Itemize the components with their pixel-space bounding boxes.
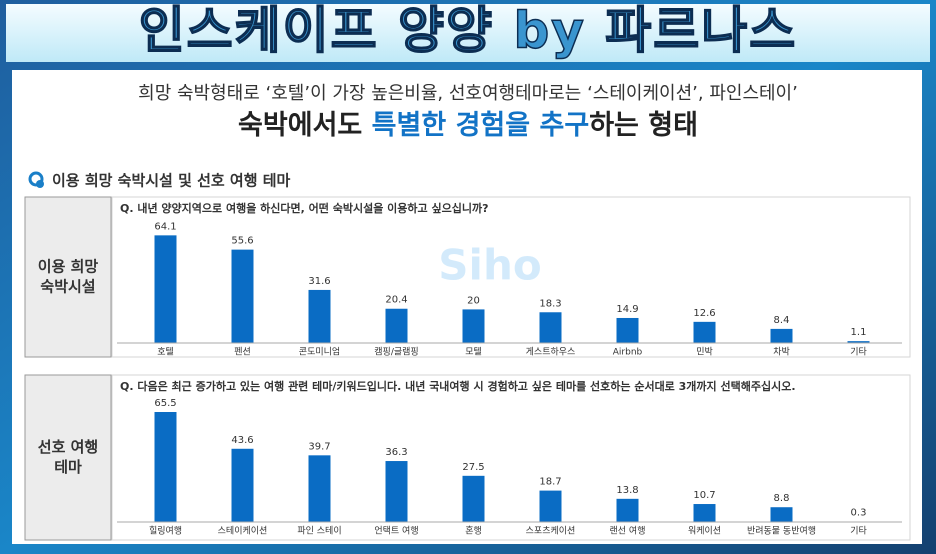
x-tick-label: 호텔 xyxy=(157,346,174,358)
row-label: 이용 희망 xyxy=(38,258,99,276)
bar xyxy=(231,249,254,343)
x-tick-label: 스테이케이션 xyxy=(218,526,268,537)
value-label: 55.6 xyxy=(231,236,253,247)
bar xyxy=(154,235,177,343)
banner-bg xyxy=(6,4,930,62)
row-label-box xyxy=(24,374,112,541)
value-label: 36.3 xyxy=(385,447,407,458)
content-panel xyxy=(12,70,922,544)
bar xyxy=(770,507,793,522)
x-tick-label: 게스트하우스 xyxy=(526,347,576,358)
bar xyxy=(154,412,177,522)
value-label: 65.5 xyxy=(154,398,176,409)
x-tick-label: 힐링여행 xyxy=(149,525,182,537)
value-label: 1.1 xyxy=(851,327,867,338)
section-icon xyxy=(36,180,44,188)
x-tick-label: 기타 xyxy=(850,347,867,358)
x-tick-label: 차박 xyxy=(773,346,790,358)
x-tick-label: 스포츠케이션 xyxy=(526,526,576,537)
value-label: 18.7 xyxy=(539,477,561,488)
value-label: 39.7 xyxy=(308,441,330,452)
bar xyxy=(385,308,408,343)
x-tick-label: 모텔 xyxy=(465,346,482,358)
x-tick-label: 민박 xyxy=(696,347,713,358)
bar xyxy=(693,504,716,522)
chart-box xyxy=(111,374,911,541)
row-label: 테마 xyxy=(54,458,82,476)
x-tick-label: 캠핑/글램핑 xyxy=(374,346,418,358)
value-label: 14.9 xyxy=(616,304,638,315)
value-label: 8.4 xyxy=(774,315,790,326)
row-label: 숙박시설 xyxy=(40,278,95,296)
bar xyxy=(308,289,331,343)
section-icon xyxy=(28,171,44,187)
bar xyxy=(693,321,716,343)
bar xyxy=(385,461,408,522)
bar xyxy=(616,498,639,522)
subtitle: 희망 숙박형태로 ‘호텔’이 가장 높은비율, 선호여행테마로는 ‘스테이케이션… xyxy=(138,83,798,104)
headline-part: 하는 형태 xyxy=(589,110,698,141)
value-label: 20 xyxy=(467,295,480,306)
watermark: Siho xyxy=(438,241,541,290)
value-label: 0.3 xyxy=(851,507,867,518)
bar xyxy=(462,309,485,343)
x-tick-label: 콘도미니엄 xyxy=(299,346,340,358)
x-tick-label: 기타 xyxy=(850,526,867,537)
x-tick-label: 혼행 xyxy=(465,525,482,537)
row-label-box xyxy=(24,196,112,358)
x-tick-label: 반려동물 동반여행 xyxy=(747,525,816,537)
bar xyxy=(231,448,254,522)
chart-box xyxy=(111,196,911,358)
value-label: 27.5 xyxy=(462,462,484,473)
bar xyxy=(616,317,639,343)
value-label: 18.3 xyxy=(539,298,561,309)
x-tick-label: 워케이션 xyxy=(688,526,721,537)
section-title: 이용 희망 숙박시설 및 선호 여행 테마 xyxy=(52,172,291,190)
x-tick-label: 랜선 여행 xyxy=(610,525,646,537)
bar xyxy=(308,455,331,522)
x-tick-label: 파인 스테이 xyxy=(297,526,341,537)
value-label: 12.6 xyxy=(693,308,715,319)
value-label: 31.6 xyxy=(308,276,330,287)
x-tick-label: Airbnb xyxy=(613,348,643,358)
bar xyxy=(847,341,870,343)
value-label: 10.7 xyxy=(693,490,715,501)
value-label: 43.6 xyxy=(231,435,253,446)
value-label: 13.8 xyxy=(616,485,638,496)
value-label: 8.8 xyxy=(774,493,790,504)
chart-question: Q. 다음은 최근 증가하고 있는 여행 관련 테마/키워드입니다. 내년 국내… xyxy=(120,379,796,393)
bar xyxy=(539,312,562,343)
headline-part: 숙박에서도 xyxy=(238,110,372,141)
banner-title: 인스케이프 양양 by 파르나스 xyxy=(139,2,798,60)
bar xyxy=(539,490,562,522)
value-label: 64.1 xyxy=(154,221,176,232)
headline-highlight: 특별한 경험을 추구 xyxy=(372,110,590,141)
x-tick-label: 언택트 여행 xyxy=(374,525,418,537)
value-label: 20.4 xyxy=(385,295,407,306)
chart-question: Q. 내년 양양지역으로 여행을 하신다면, 어떤 숙박시설을 이용하고 싶으십… xyxy=(120,201,488,215)
headline: 숙박에서도 특별한 경험을 추구하는 형태 xyxy=(238,110,698,141)
bar xyxy=(462,475,485,522)
row-label: 선호 여행 xyxy=(38,438,98,456)
bar xyxy=(770,328,793,343)
x-tick-label: 펜션 xyxy=(234,347,251,358)
